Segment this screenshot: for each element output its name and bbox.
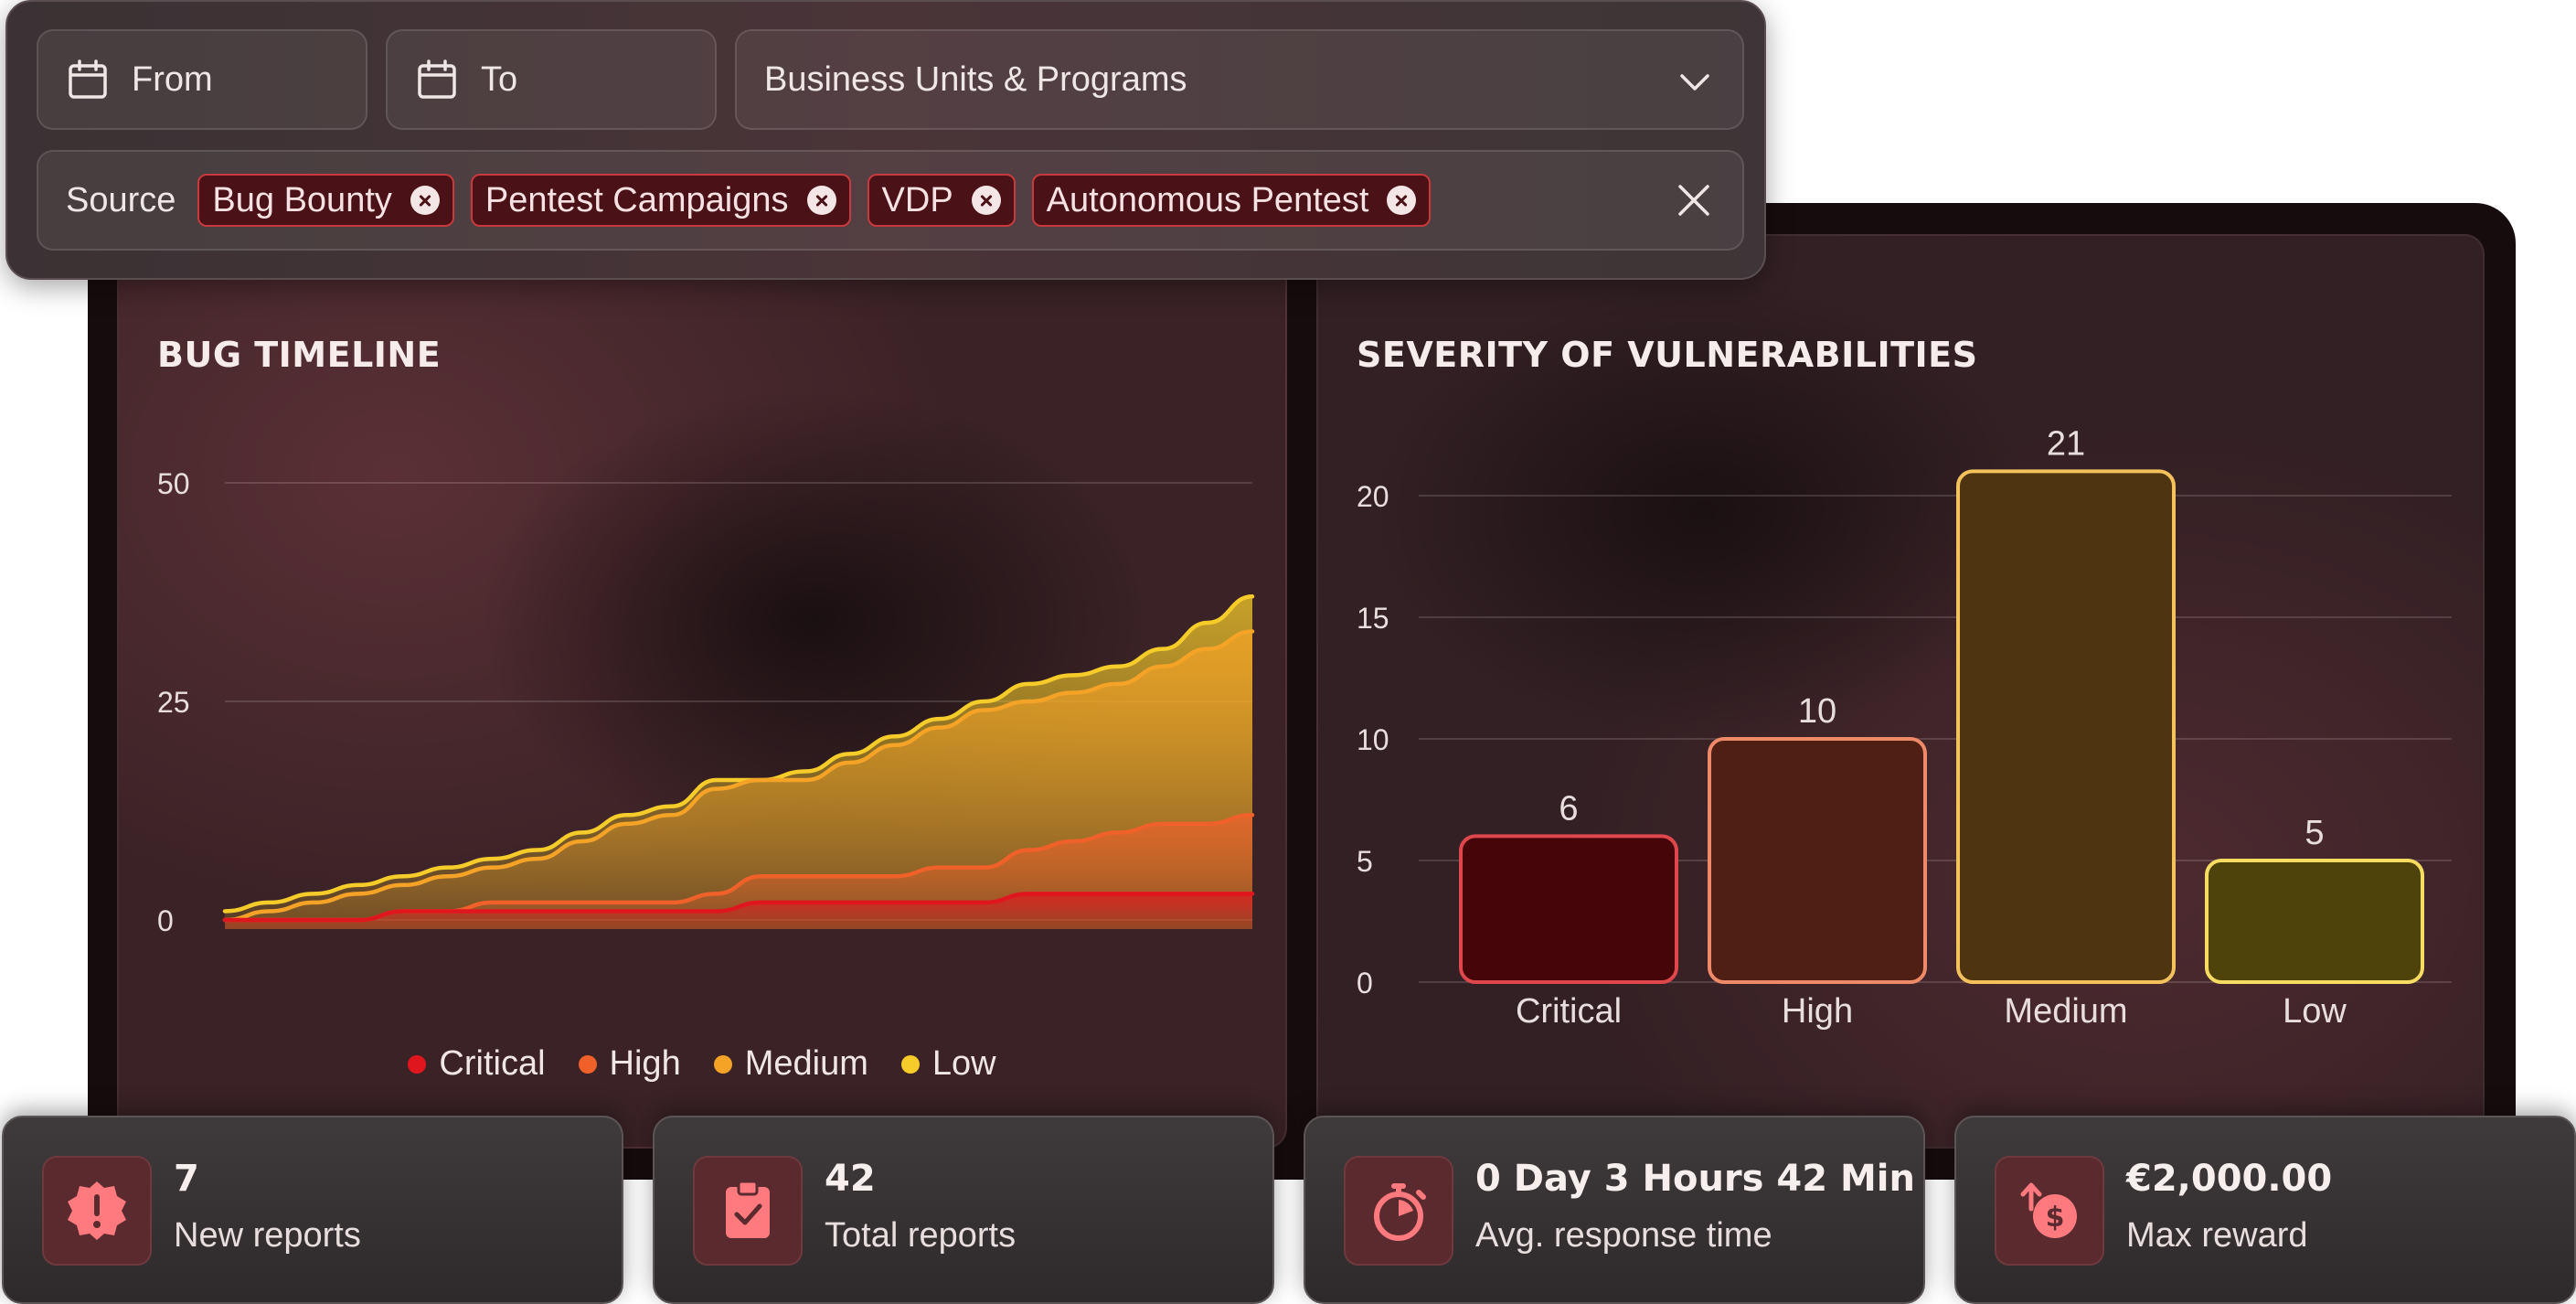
legend-dot-high — [578, 1054, 597, 1074]
y-tick-label: 20 — [1357, 480, 1389, 513]
bug-timeline-chart: 0 25 50 — [157, 467, 1255, 937]
chip-label: Autonomous Pentest — [1046, 180, 1369, 219]
severity-title: SEVERITY OF VULNERABILITIES — [1357, 335, 1978, 375]
line-critical — [222, 892, 1255, 923]
business-units-label: Business Units & Programs — [764, 59, 1187, 99]
source-chip-bug-bounty: Bug Bounty — [197, 174, 454, 227]
legend-item-critical[interactable]: Critical — [408, 1044, 546, 1084]
remove-chip-icon[interactable] — [806, 186, 836, 215]
y-tick-label: 0 — [1357, 967, 1373, 999]
stat-card-total-reports[interactable]: 42 Total reports — [653, 1116, 1274, 1304]
legend-label-medium: Medium — [744, 1044, 868, 1083]
remove-chip-icon[interactable] — [410, 186, 440, 215]
x-category-label: Medium — [2004, 992, 2127, 1031]
remove-chip-icon[interactable] — [1387, 186, 1417, 215]
legend-dot-low — [900, 1054, 920, 1074]
max-reward-value: €2,000.00 — [2126, 1158, 2333, 1200]
legend-label-low: Low — [931, 1044, 996, 1083]
filter-bar: From To Business Units & Programs Source… — [5, 0, 1766, 280]
to-date-field[interactable]: To — [386, 29, 717, 130]
to-date-placeholder: To — [481, 59, 518, 99]
from-date-placeholder: From — [132, 59, 213, 99]
svg-text:$: $ — [2046, 1202, 2065, 1234]
y-tick-label: 50 — [157, 467, 190, 500]
alert-badge-icon — [42, 1156, 152, 1266]
y-tick-label: 25 — [157, 686, 190, 719]
legend-item-medium[interactable]: Medium — [713, 1044, 868, 1084]
legend-dot-medium — [713, 1054, 732, 1074]
y-tick-label: 10 — [1357, 723, 1389, 756]
x-category-label: Critical — [1516, 992, 1622, 1031]
legend-item-low[interactable]: Low — [900, 1044, 996, 1084]
business-units-select[interactable]: Business Units & Programs — [735, 29, 1744, 130]
source-chip-autonomous-pentest: Autonomous Pentest — [1031, 174, 1432, 227]
new-reports-value: 7 — [174, 1158, 199, 1200]
bar-low[interactable] — [2205, 859, 2424, 984]
total-reports-label: Total reports — [825, 1216, 1017, 1255]
chevron-down-icon — [1680, 74, 1709, 91]
severity-bar-chart: 0 5 10 15 20 6 Critical 10 High 21 Medium 5 Low — [1357, 424, 2452, 1031]
chip-label: VDP — [881, 180, 953, 219]
new-reports-label: New reports — [174, 1216, 361, 1255]
clipboard-check-icon — [693, 1156, 803, 1266]
bug-timeline-legend: Critical High Medium Low — [119, 1044, 1285, 1084]
x-category-label: Low — [2283, 992, 2347, 1031]
legend-label-critical: Critical — [439, 1044, 546, 1083]
bar-critical[interactable] — [1459, 834, 1678, 985]
y-tick-label: 0 — [157, 904, 174, 937]
legend-dot-critical — [408, 1054, 427, 1074]
bar-high[interactable] — [1708, 737, 1927, 984]
severity-panel: SEVERITY OF VULNERABILITIES 0 5 10 15 20 6 Cri… — [1316, 234, 2485, 1149]
calendar-icon — [418, 59, 456, 99]
y-tick-label: 5 — [1357, 845, 1373, 878]
clear-all-icon[interactable] — [1673, 179, 1715, 221]
legend-label-high: High — [609, 1044, 681, 1083]
stat-card-response-time[interactable]: 0 Day 3 Hours 42 Min Avg. response time — [1304, 1116, 1925, 1304]
y-tick-label: 15 — [1357, 602, 1389, 635]
from-date-field[interactable]: From — [37, 29, 367, 130]
stat-card-new-reports[interactable]: 7 New reports — [2, 1116, 623, 1304]
bug-timeline-panel: BUG TIMELINE 0 25 50 Critical High Medium … — [117, 234, 1287, 1149]
stat-card-max-reward[interactable]: $ €2,000.00 Max reward — [1954, 1116, 2576, 1304]
total-reports-value: 42 — [825, 1158, 876, 1200]
calendar-icon — [69, 59, 107, 99]
remove-chip-icon[interactable] — [971, 186, 1001, 215]
x-category-label: High — [1782, 992, 1853, 1031]
bar-value-label: 6 — [1559, 789, 1578, 828]
line-medium — [222, 629, 1255, 923]
chip-label: Pentest Campaigns — [484, 180, 789, 219]
bar-value-label: 5 — [2305, 814, 2324, 852]
area-medium — [225, 631, 1252, 929]
source-chip-pentest-campaigns: Pentest Campaigns — [470, 174, 851, 227]
dollar-up-icon: $ — [1995, 1156, 2104, 1266]
bar-value-label: 10 — [1798, 692, 1836, 731]
source-filter: Source Bug Bounty Pentest Campaigns VDP … — [37, 150, 1744, 251]
source-label: Source — [66, 180, 176, 219]
max-reward-label: Max reward — [2126, 1216, 2308, 1255]
source-chip-vdp: VDP — [867, 174, 1016, 227]
response-time-label: Avg. response time — [1475, 1216, 1772, 1255]
chip-label: Bug Bounty — [212, 180, 392, 219]
bar-medium[interactable] — [1956, 469, 2176, 984]
legend-item-high[interactable]: High — [578, 1044, 681, 1084]
stopwatch-icon — [1344, 1156, 1453, 1266]
response-time-value: 0 Day 3 Hours 42 Min — [1475, 1158, 1915, 1200]
bar-value-label: 21 — [2047, 424, 2085, 463]
bug-timeline-title: BUG TIMELINE — [157, 335, 442, 375]
